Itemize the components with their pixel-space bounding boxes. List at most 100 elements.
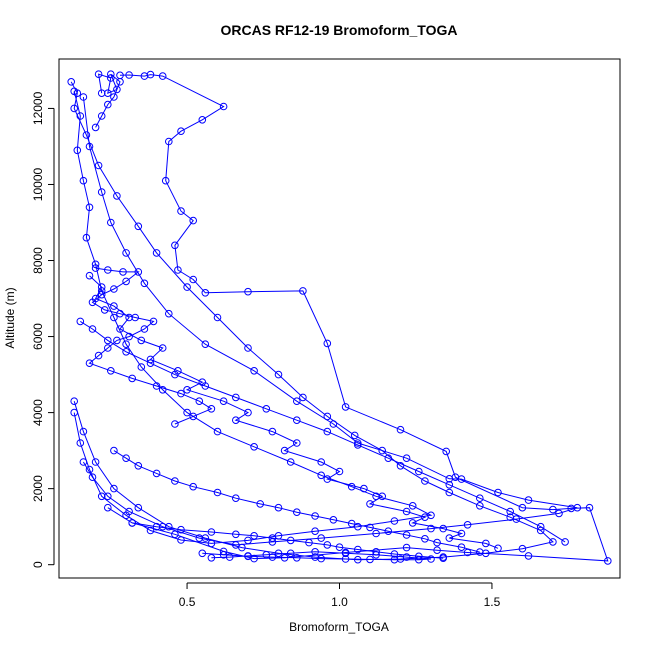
data-point [421, 477, 429, 485]
data-point [88, 298, 97, 307]
data-point [445, 488, 454, 497]
data-point [329, 516, 338, 524]
series-line [113, 450, 480, 553]
data-point [134, 462, 143, 470]
data-point [149, 317, 158, 326]
data-point [76, 439, 85, 447]
data-point [146, 526, 155, 535]
data-point [113, 192, 121, 200]
data-point [293, 439, 301, 447]
data-point [244, 552, 252, 560]
data-point [134, 268, 143, 276]
data-point [131, 313, 139, 322]
data-point [457, 529, 466, 538]
data-point [174, 266, 182, 274]
data-point [439, 554, 448, 563]
data-point [122, 277, 130, 286]
data-point [94, 351, 103, 360]
data-point [536, 522, 545, 531]
data-point [152, 382, 161, 390]
data-point [161, 176, 170, 185]
data-point [219, 102, 228, 111]
x-axis-title: Bromoform_TOGA [289, 620, 389, 634]
data-point [433, 538, 441, 547]
data-point [158, 344, 167, 352]
data-point [384, 454, 393, 463]
data-point [494, 544, 502, 553]
data-point [323, 475, 332, 483]
series-line [95, 73, 121, 128]
data-point [299, 287, 307, 295]
data-point [104, 100, 112, 109]
data-point [476, 548, 484, 556]
data-point [79, 427, 88, 436]
data-point [110, 302, 118, 310]
data-point [104, 89, 112, 97]
data-point [347, 519, 356, 528]
data-point [256, 500, 265, 508]
data-point [415, 467, 423, 476]
y-tick-label: 12000 [31, 91, 45, 125]
data-point [524, 552, 533, 560]
data-point [88, 325, 97, 333]
data-point [293, 508, 301, 517]
data-point [317, 458, 326, 466]
series-line [73, 91, 433, 544]
data-point [104, 344, 112, 352]
data-point [152, 249, 161, 257]
series-line [82, 96, 578, 546]
data-point [201, 289, 210, 297]
data-point [70, 397, 78, 406]
data-point [561, 538, 569, 546]
series-line [132, 522, 444, 559]
data-point [100, 306, 109, 314]
data-point [207, 528, 216, 536]
data-point [119, 268, 127, 276]
data-point [107, 70, 115, 78]
data-point [76, 317, 85, 326]
x-tick-label: 1.5 [484, 595, 501, 609]
data-point [207, 554, 216, 562]
data-point [524, 496, 533, 504]
series-line [70, 81, 554, 561]
data-point [140, 279, 149, 288]
data-point [366, 500, 374, 508]
data-point [354, 522, 362, 531]
plot-area [67, 70, 612, 565]
data-point [97, 283, 106, 291]
data-point [177, 389, 185, 398]
data-point [113, 85, 121, 94]
data-point [335, 543, 344, 552]
y-axis: 0 2000 4000 6000 8000 10000 12000 [31, 91, 55, 568]
data-point [402, 553, 411, 561]
data-point [268, 427, 277, 436]
data-point [85, 359, 94, 368]
data-point [213, 427, 222, 436]
data-point [476, 502, 484, 510]
data-point [213, 488, 222, 497]
data-point [97, 492, 106, 501]
data-point [122, 340, 130, 349]
data-point [232, 494, 240, 503]
data-point [113, 336, 121, 345]
data-point [341, 555, 350, 563]
data-point [390, 517, 399, 525]
data-point [122, 454, 130, 463]
data-point [604, 557, 612, 565]
data-point [335, 467, 344, 476]
data-point [238, 543, 246, 552]
data-point [232, 393, 240, 402]
data-point [165, 137, 173, 146]
data-point [146, 70, 155, 79]
data-point [323, 412, 332, 421]
data-point [250, 367, 258, 375]
data-point [354, 441, 362, 449]
data-point [158, 386, 167, 394]
data-point [82, 131, 91, 139]
data-point [286, 549, 295, 558]
data-point [91, 123, 100, 132]
data-point [165, 309, 173, 318]
data-point [341, 403, 350, 411]
data-point [125, 332, 133, 341]
data-point [91, 260, 100, 269]
